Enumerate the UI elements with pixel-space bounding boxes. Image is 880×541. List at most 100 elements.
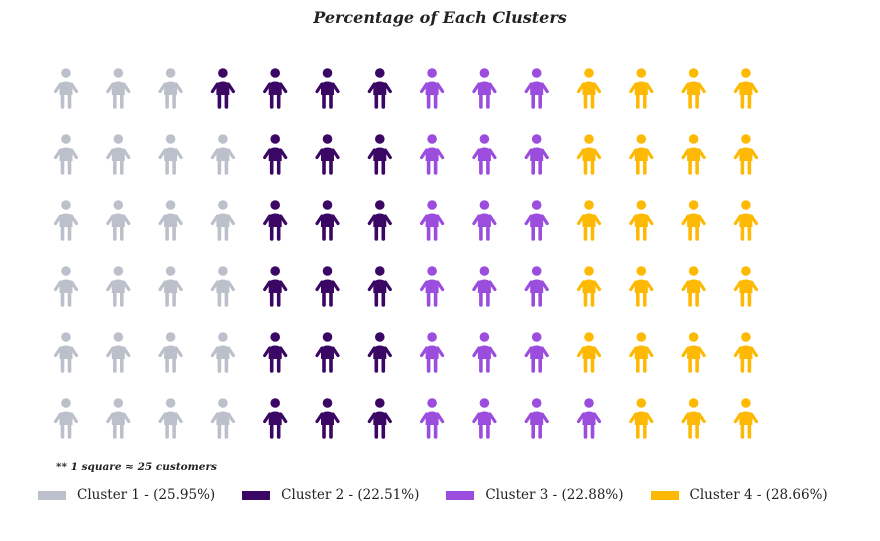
- person-icon: [367, 134, 392, 175]
- person-icon: [315, 266, 340, 307]
- legend-label: Cluster 3 - (22.88%): [485, 487, 624, 503]
- person-icon: [106, 332, 131, 373]
- person-icon: [472, 68, 497, 109]
- legend-item-cluster-2: Cluster 2 - (22.51%): [242, 487, 419, 503]
- person-icon: [367, 332, 392, 373]
- person-icon: [53, 398, 79, 439]
- person-icon: [106, 200, 131, 241]
- person-icon: [315, 332, 340, 373]
- person-icon: [106, 134, 131, 175]
- legend-item-cluster-1: Cluster 1 - (25.95%): [38, 487, 215, 503]
- person-icon: [263, 332, 288, 373]
- person-icon: [472, 134, 497, 175]
- person-icon: [629, 332, 654, 373]
- person-icon: [315, 398, 340, 439]
- person-icon: [681, 134, 706, 175]
- person-icon: [576, 332, 602, 373]
- person-icon: [524, 398, 549, 439]
- person-icon: [420, 134, 445, 175]
- person-icon: [106, 266, 131, 307]
- legend-swatch: [38, 490, 66, 500]
- legend-swatch: [242, 490, 271, 500]
- person-icon: [263, 200, 288, 241]
- person-icon: [158, 398, 183, 439]
- person-icon: [315, 200, 340, 241]
- person-icon: [210, 266, 235, 307]
- person-icon: [53, 266, 79, 307]
- legend: Cluster 1 - (25.95%) Cluster 2 - (22.51%)…: [38, 487, 855, 503]
- person-icon: [158, 332, 183, 373]
- person-icon: [629, 398, 654, 439]
- person-icon: [733, 398, 758, 439]
- person-icon: [158, 134, 183, 175]
- person-icon: [420, 266, 445, 307]
- person-icon: [472, 398, 497, 439]
- person-icon: [681, 332, 706, 373]
- person-icon: [629, 266, 654, 307]
- person-icon: [629, 200, 654, 241]
- legend-label: Cluster 2 - (22.51%): [281, 487, 420, 503]
- person-icon: [681, 398, 706, 439]
- person-icon: [472, 200, 497, 241]
- person-icon: [524, 200, 549, 241]
- person-icon: [210, 134, 235, 175]
- legend-label: Cluster 4 - (28.66%): [689, 487, 828, 503]
- person-icon: [263, 134, 288, 175]
- person-icon: [158, 200, 183, 241]
- legend-item-cluster-4: Cluster 4 - (28.66%): [650, 487, 828, 503]
- person-icon: [263, 398, 288, 439]
- legend-item-cluster-3: Cluster 3 - (22.88%): [446, 487, 624, 503]
- person-icon: [367, 68, 392, 109]
- person-icon: [210, 68, 235, 109]
- person-icon: [681, 266, 706, 307]
- person-icon: [315, 134, 340, 175]
- person-icon: [158, 68, 183, 109]
- chart-footnote: ** 1 square ≈ 25 customers: [56, 461, 217, 473]
- person-icon: [263, 68, 288, 109]
- person-icon: [106, 398, 131, 439]
- person-icon: [210, 200, 235, 241]
- person-icon: [681, 200, 706, 241]
- waffle-chart: [53, 68, 758, 439]
- person-icon: [629, 68, 654, 109]
- person-icon: [158, 266, 183, 307]
- person-icon: [576, 134, 602, 175]
- person-icon: [420, 68, 445, 109]
- person-icon: [576, 68, 602, 109]
- person-icon: [524, 266, 549, 307]
- person-icon: [420, 332, 445, 373]
- person-icon: [576, 200, 602, 241]
- person-icon: [733, 68, 758, 109]
- person-icon: [472, 332, 497, 373]
- chart-title: Percentage of Each Clusters: [313, 8, 567, 27]
- person-icon: [472, 266, 497, 307]
- person-icon: [420, 398, 445, 439]
- person-icon: [733, 134, 758, 175]
- person-icon: [367, 398, 392, 439]
- person-icon: [106, 68, 131, 109]
- legend-swatch: [446, 490, 475, 500]
- person-icon: [210, 332, 235, 373]
- legend-swatch: [650, 490, 679, 500]
- person-icon: [420, 200, 445, 241]
- person-icon: [263, 266, 288, 307]
- person-icon: [210, 398, 235, 439]
- person-icon: [629, 134, 654, 175]
- person-icon: [53, 68, 79, 109]
- person-icon: [53, 200, 79, 241]
- person-icon: [576, 266, 602, 307]
- person-icon: [367, 266, 392, 307]
- person-icon: [524, 68, 549, 109]
- person-icon: [576, 398, 602, 439]
- person-icon: [733, 266, 758, 307]
- legend-label: Cluster 1 - (25.95%): [77, 487, 216, 503]
- person-icon: [681, 68, 706, 109]
- person-icon: [524, 332, 549, 373]
- person-icon: [315, 68, 340, 109]
- person-icon: [53, 332, 79, 373]
- person-icon: [733, 200, 758, 241]
- person-icon: [524, 134, 549, 175]
- person-icon: [367, 200, 392, 241]
- person-icon: [733, 332, 758, 373]
- person-icon: [53, 134, 79, 175]
